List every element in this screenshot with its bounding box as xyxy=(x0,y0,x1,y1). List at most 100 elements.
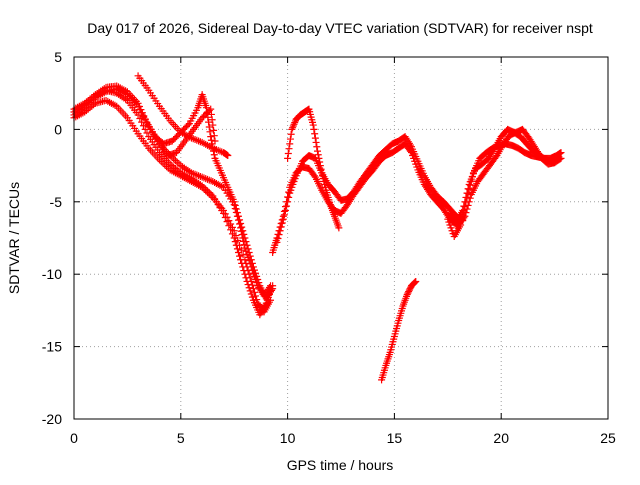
data-point xyxy=(231,238,239,246)
data-point xyxy=(234,248,242,256)
data-point xyxy=(288,125,296,133)
data-point xyxy=(466,194,474,202)
data-point xyxy=(277,223,285,231)
data-point xyxy=(309,121,317,129)
data-point xyxy=(230,234,238,242)
series-track-8 xyxy=(273,133,467,246)
series-track-3 xyxy=(70,86,277,319)
data-point xyxy=(462,193,470,201)
data-point xyxy=(239,263,247,271)
data-point xyxy=(316,158,324,166)
data-point xyxy=(207,136,215,144)
y-tick-label: 5 xyxy=(54,49,62,65)
data-point xyxy=(231,201,239,209)
x-axis-label: GPS time / hours xyxy=(287,457,394,473)
data-point xyxy=(406,141,414,149)
data-point xyxy=(316,162,324,170)
data-point xyxy=(240,230,248,238)
x-tick-label: 5 xyxy=(177,430,185,446)
data-point xyxy=(462,209,470,217)
data-point xyxy=(287,130,295,138)
plot-frame xyxy=(73,56,609,420)
data-point xyxy=(242,274,250,282)
data-point xyxy=(238,223,246,231)
data-point xyxy=(412,277,420,285)
data-point xyxy=(238,259,246,267)
data-point xyxy=(242,238,250,246)
data-point xyxy=(240,267,248,275)
data-point xyxy=(274,234,282,242)
data-point xyxy=(210,132,218,140)
data-point xyxy=(312,138,320,146)
data-point xyxy=(206,128,214,136)
data-point xyxy=(223,218,231,226)
x-tick-label: 20 xyxy=(493,430,509,446)
data-point xyxy=(556,155,564,163)
data-point xyxy=(317,165,325,173)
data-point xyxy=(207,133,215,141)
data-point xyxy=(254,276,262,284)
data-point xyxy=(232,241,240,249)
data-point xyxy=(233,209,241,217)
data-point xyxy=(244,245,252,253)
data-point xyxy=(315,154,323,162)
y-tick-label: 0 xyxy=(54,121,62,137)
data-point xyxy=(255,279,263,287)
data-point xyxy=(286,135,294,143)
data-point xyxy=(291,119,299,127)
data-point xyxy=(237,220,245,228)
data-point xyxy=(243,277,251,285)
x-tick-label: 15 xyxy=(387,430,403,446)
data-point xyxy=(227,226,235,234)
data-point xyxy=(280,211,288,219)
data-point xyxy=(245,248,253,256)
data-point xyxy=(461,212,469,220)
data-point xyxy=(268,286,276,294)
data-point xyxy=(207,110,215,118)
data-point xyxy=(137,106,145,114)
data-point xyxy=(490,146,498,154)
data-point xyxy=(284,198,292,206)
data-point xyxy=(205,107,213,115)
data-point xyxy=(311,130,319,138)
x-tick-label: 10 xyxy=(280,430,296,446)
data-point xyxy=(134,99,142,107)
data-point xyxy=(239,227,247,235)
data-point xyxy=(250,288,258,296)
y-axis-label: SDTVAR / TECUs xyxy=(6,182,22,294)
data-point xyxy=(209,121,217,129)
series-track-13 xyxy=(378,277,420,384)
data-point xyxy=(250,266,258,274)
data-point xyxy=(269,285,277,293)
data-point xyxy=(220,209,228,217)
data-point xyxy=(289,124,297,132)
data-point xyxy=(284,150,292,158)
data-point xyxy=(233,245,241,253)
x-tick-label: 25 xyxy=(600,430,616,446)
data-point xyxy=(410,279,418,287)
data-point xyxy=(136,102,144,110)
data-point xyxy=(310,125,318,133)
data-point xyxy=(225,222,233,230)
data-point xyxy=(247,290,255,298)
data-point xyxy=(244,281,252,289)
data-point xyxy=(210,126,218,134)
series-track-9 xyxy=(284,105,343,232)
data-point xyxy=(289,122,297,130)
data-point xyxy=(275,231,283,239)
ticks-layer: 0 5 10 15 20 25 5 0 -5 -10 -15 -20 xyxy=(42,49,616,446)
data-point xyxy=(285,193,293,201)
y-tick-label: -5 xyxy=(50,194,63,210)
data-point xyxy=(205,118,213,126)
data-point xyxy=(276,227,284,235)
x-tick-label: 0 xyxy=(70,430,78,446)
data-point xyxy=(463,189,471,197)
data-point xyxy=(232,205,240,213)
data-point xyxy=(273,238,281,246)
data-point xyxy=(314,147,322,155)
data-point xyxy=(286,140,294,148)
series-track-6 xyxy=(138,105,219,159)
data-point xyxy=(184,121,192,129)
